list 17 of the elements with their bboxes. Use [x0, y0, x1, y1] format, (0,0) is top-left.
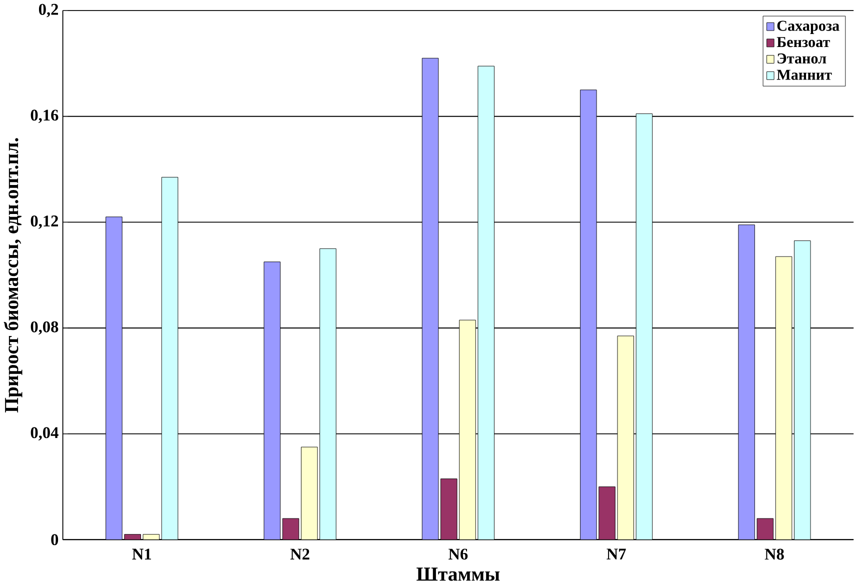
y-axis-title: Прирост биомассы, едн.опт.пл.	[4, 138, 22, 413]
y-tick-label: 0,08	[30, 321, 58, 335]
x-tick-label: N2	[290, 548, 310, 560]
y-tick-label: 0	[51, 534, 58, 546]
x-axis-title: Штаммы	[416, 568, 500, 581]
y-tick-label: 0,16	[30, 110, 58, 124]
x-tick-label: N8	[764, 548, 784, 560]
y-tick-label: 0,12	[30, 216, 58, 230]
legend-label: Сахароза	[777, 20, 840, 34]
x-tick-label: N6	[448, 548, 468, 560]
y-tick-label: 0,2	[38, 4, 58, 18]
legend-label: Бензоат	[776, 37, 830, 48]
y-tick-label: 0,04	[30, 427, 58, 441]
legend-label: Этанол	[778, 54, 826, 64]
x-tick-label: N7	[606, 548, 626, 560]
x-tick-label: N1	[132, 548, 151, 560]
legend-label: Маннит	[776, 70, 832, 80]
